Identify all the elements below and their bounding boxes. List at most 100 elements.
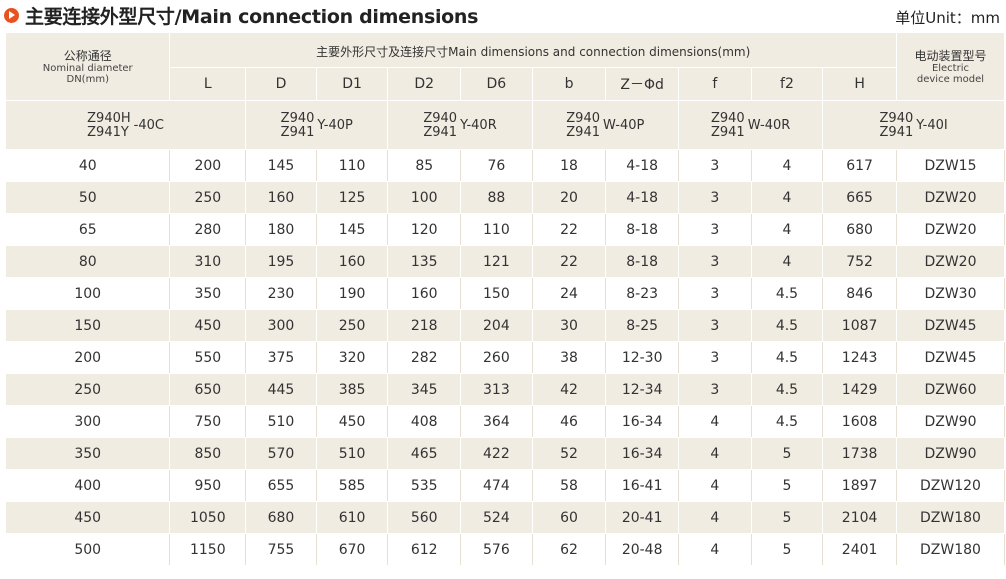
table-cell: 350 — [4, 437, 171, 470]
table-cell: 46 — [531, 405, 607, 438]
table-cell: DZW180 — [895, 533, 1006, 566]
model-suffix: Y-40R — [460, 118, 497, 133]
table-cell: DZW90 — [895, 405, 1006, 438]
table-cell: 4 — [677, 405, 752, 438]
table-cell: 160 — [387, 277, 462, 310]
table-cell: 121 — [460, 245, 533, 278]
table-cell: 3 — [677, 341, 752, 374]
page-title: 主要连接外型尺寸/Main connection dimensions — [25, 5, 479, 28]
table-cell: 450 — [4, 501, 171, 534]
table-cell: 1050 — [169, 501, 247, 534]
table-cell: DZW20 — [895, 181, 1006, 214]
table-cell: 282 — [387, 341, 462, 374]
table-cell: 250 — [315, 309, 389, 342]
table-row: 100 350 230 190 160 150 24 8-23 3 4.5 846 DZW30 — [4, 277, 1006, 310]
table-cell: 465 — [387, 437, 462, 470]
table-cell: 16-34 — [605, 437, 679, 470]
model-suffix: Y-40I — [916, 118, 948, 133]
table-cell: 4-18 — [605, 149, 679, 182]
table-cell: 195 — [245, 245, 317, 278]
column-header: f2 — [750, 67, 824, 101]
table-cell: 20-41 — [605, 501, 679, 534]
table-cell: 350 — [169, 277, 247, 310]
table-cell: 4.5 — [750, 277, 824, 310]
table-cell: 150 — [460, 277, 533, 310]
table-cell: DZW180 — [895, 501, 1006, 534]
table-cell: 375 — [245, 341, 317, 374]
table-cell: 585 — [315, 469, 389, 502]
table-cell: DZW90 — [895, 437, 1006, 470]
table-cell: 250 — [169, 181, 247, 214]
model-code-top: Z940 — [710, 110, 745, 126]
table-cell: 100 — [4, 277, 171, 310]
table-cell: 400 — [4, 469, 171, 502]
table-cell: 1150 — [169, 533, 247, 566]
model-code-bottom: Z941 — [566, 124, 600, 140]
table-cell: 16-41 — [605, 469, 679, 502]
table-row: 50 250 160 125 100 88 20 4-18 3 4 665 DZW20 — [4, 181, 1006, 214]
table-cell: 1087 — [822, 309, 897, 342]
column-header: b — [531, 67, 607, 101]
table-cell: 4 — [677, 533, 752, 566]
column-header: D1 — [315, 67, 389, 101]
table-cell: 4.5 — [750, 405, 824, 438]
table-cell: DZW45 — [895, 309, 1006, 342]
table-row: 500 1150 755 670 612 576 62 20-48 4 5 2401 DZW180 — [4, 533, 1006, 566]
table-cell: 16-34 — [605, 405, 679, 438]
table-cell: 5 — [750, 469, 824, 502]
table-cell: 1897 — [822, 469, 897, 502]
model-code-top: Z940 — [879, 110, 914, 126]
table-cell: 65 — [4, 213, 171, 246]
nominal-diameter-header: 公称通径 Nominal diameter DN(mm) — [4, 32, 171, 101]
table-cell: 4 — [750, 213, 824, 246]
table-cell: 680 — [245, 501, 317, 534]
model-code-top: Z940H — [87, 110, 131, 126]
table-cell: 20 — [531, 181, 607, 214]
table-cell: 110 — [460, 213, 533, 246]
valve-model-cell: Z940 Z941 Y-40P — [245, 100, 389, 150]
table-cell: 60 — [531, 501, 607, 534]
table-cell: 3 — [677, 181, 752, 214]
nominal-unit: DN(mm) — [66, 73, 109, 85]
table-cell: 190 — [315, 277, 389, 310]
table-cell: 230 — [245, 277, 317, 310]
valve-model-cell: Z940 Z941 W-40R — [677, 100, 824, 150]
model-code-top: Z940 — [566, 110, 600, 126]
table-cell: 3 — [677, 277, 752, 310]
table-cell: 3 — [677, 373, 752, 406]
table-cell: 510 — [245, 405, 317, 438]
column-header: D2 — [387, 67, 462, 101]
model-code-bottom: Z941Y — [87, 124, 129, 140]
table-row: 450 1050 680 610 560 524 60 20-41 4 5 2104 DZW180 — [4, 501, 1006, 534]
title-group: 主要连接外型尺寸/Main connection dimensions — [4, 3, 479, 28]
valve-model-cell: Z940H Z941Y -40C — [4, 100, 247, 150]
model-suffix: Y-40P — [317, 118, 353, 133]
electric-device-header: 电动装置型号 Electric device model — [895, 32, 1006, 101]
table-cell: 1243 — [822, 341, 897, 374]
model-code-top: Z940 — [423, 110, 458, 126]
table-cell: 4.5 — [750, 341, 824, 374]
table-cell: 8-18 — [605, 213, 679, 246]
table-cell: 650 — [169, 373, 247, 406]
table-cell: DZW60 — [895, 373, 1006, 406]
table-cell: 4 — [677, 437, 752, 470]
table-cell: 750 — [169, 405, 247, 438]
model-suffix: W-40P — [602, 118, 645, 133]
table-cell: 846 — [822, 277, 897, 310]
table-cell: 135 — [387, 245, 462, 278]
table-row: 200 550 375 320 282 260 38 12-30 3 4.5 1243 DZW45 — [4, 341, 1006, 374]
table-cell: 200 — [4, 341, 171, 374]
table-cell: 670 — [315, 533, 389, 566]
table-cell: 30 — [531, 309, 607, 342]
column-header: D — [245, 67, 317, 101]
table-cell: 408 — [387, 405, 462, 438]
table-cell: 310 — [169, 245, 247, 278]
unit-label: 单位Unit：mm — [895, 9, 1000, 27]
model-row: Z940H Z941Y -40C Z940 Z941 Y-40P Z940 Z941 Y-40R… — [4, 100, 1005, 150]
table-row: 250 650 445 385 345 313 42 12-34 3 4.5 1429 DZW60 — [4, 373, 1006, 406]
table-cell: 500 — [4, 533, 171, 566]
table-cell: 655 — [245, 469, 317, 502]
electric-en-2: device model — [916, 73, 985, 85]
table-row: 40 200 145 110 85 76 18 4-18 3 4 617 DZW15 — [4, 149, 1006, 182]
table-cell: 204 — [460, 309, 533, 342]
